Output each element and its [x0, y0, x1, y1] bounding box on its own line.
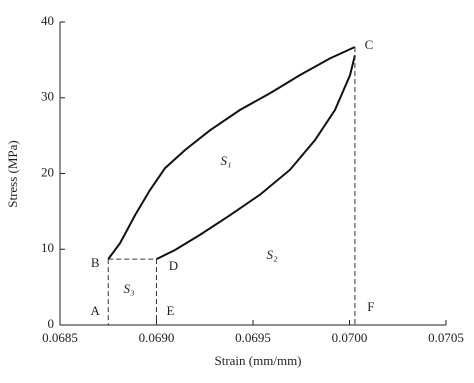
- annotation: S₁: [220, 153, 231, 168]
- x-tick-label: 0.0700: [332, 330, 368, 345]
- x-tick-label: 0.0695: [235, 330, 271, 345]
- y-tick-label: 10: [41, 240, 54, 255]
- annotation: C: [365, 37, 374, 52]
- curve: [107, 46, 356, 260]
- annotation: A: [91, 303, 101, 318]
- annotation: F: [367, 299, 374, 314]
- y-tick-label: 20: [41, 164, 54, 179]
- annotation: D: [169, 258, 178, 273]
- annotation: E: [167, 303, 175, 318]
- y-axis-label: Stress (MPa): [5, 140, 20, 208]
- annotation: S₃: [123, 281, 134, 296]
- y-tick-label: 30: [41, 89, 54, 104]
- annotation: B: [91, 255, 100, 270]
- x-tick-label: 0.0685: [42, 330, 78, 345]
- x-tick-label: 0.0690: [139, 330, 175, 345]
- y-tick-label: 40: [41, 13, 54, 28]
- y-tick-label: 0: [48, 316, 55, 331]
- x-axis-label: Strain (mm/mm): [214, 353, 301, 368]
- x-tick-label: 0.0705: [428, 330, 464, 345]
- annotation: S₂: [266, 247, 278, 262]
- curve: [156, 55, 356, 260]
